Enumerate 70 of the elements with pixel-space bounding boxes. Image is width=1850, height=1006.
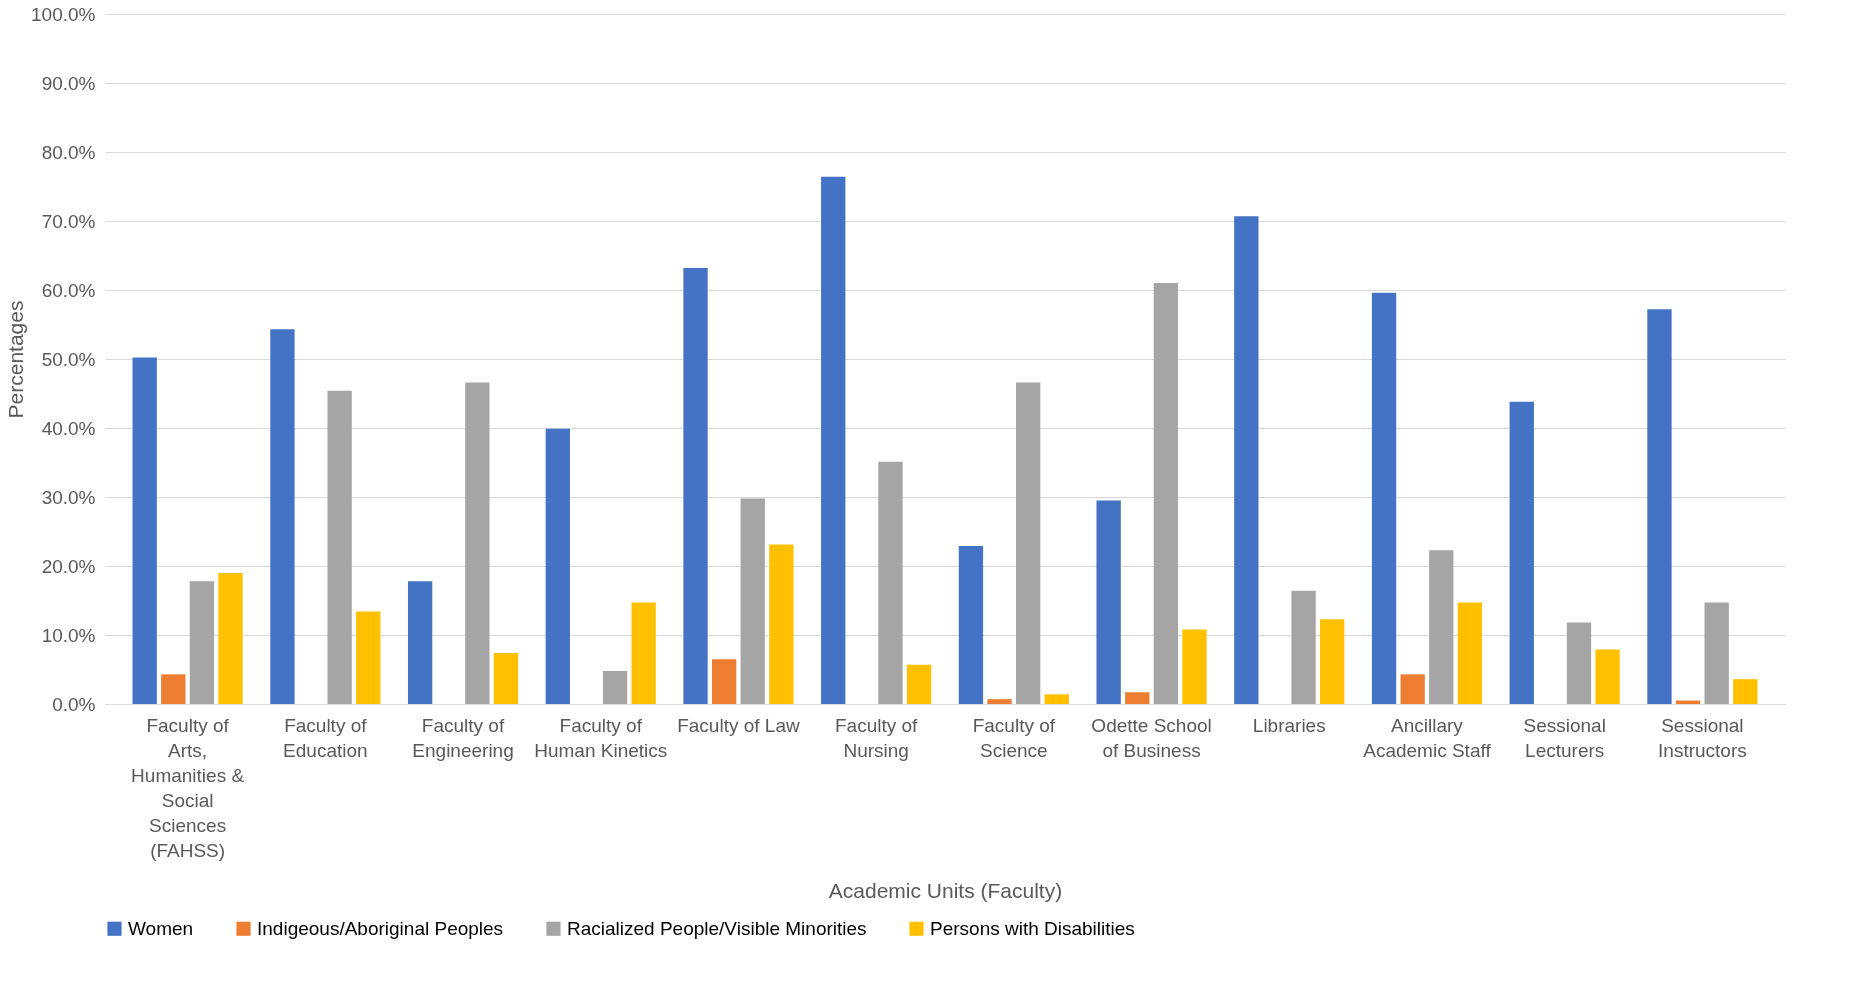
bar [1704, 602, 1729, 704]
bar [270, 329, 295, 704]
bar [906, 664, 932, 704]
bar [1320, 619, 1345, 704]
bar [1096, 500, 1121, 704]
bar [1400, 674, 1425, 704]
bar [769, 544, 794, 704]
bar [1153, 283, 1179, 704]
bar [1647, 309, 1672, 704]
x-tick-label: Faculty of Education [283, 714, 368, 761]
x-tick-label: Libraries [1252, 714, 1326, 736]
bar [821, 176, 846, 704]
bar [356, 611, 381, 704]
legend-label: Women [128, 917, 194, 939]
bar [1016, 382, 1041, 704]
bar [327, 390, 352, 704]
bar [1125, 692, 1150, 704]
x-tick-label: Faculty of Law [677, 714, 800, 736]
x-tick-label: Faculty of Nursing [834, 714, 919, 761]
bar [740, 498, 765, 704]
legend-label: Persons with Disabilities [930, 917, 1135, 939]
bar [1566, 622, 1592, 704]
bar [711, 659, 737, 704]
x-axis-title: Academic Units (Faculty) [828, 878, 1063, 902]
bar [189, 581, 215, 704]
bar [1733, 679, 1758, 704]
bar [1234, 216, 1259, 704]
bar [1509, 401, 1534, 704]
x-tick-label: Odette School of Business [1091, 714, 1212, 761]
bar [545, 428, 570, 704]
bar [1371, 292, 1397, 704]
x-tick-label: Faculty of Engineering [412, 714, 514, 761]
bar [631, 602, 656, 704]
bar [958, 545, 984, 704]
legend-label: Indigeous/Aboriginal Peoples [257, 917, 504, 939]
y-tick-label: 30.0% [41, 486, 96, 508]
bar [1044, 694, 1069, 704]
y-tick-label: 100.0% [31, 3, 96, 25]
x-tick-label: Faculty of Human Kinetics [534, 714, 668, 761]
x-tick-label: Sessional Lecturers [1523, 714, 1606, 761]
y-tick-label: 70.0% [41, 210, 96, 232]
bar [1457, 602, 1483, 704]
x-tick-label: Faculty of Arts, Humanities & Social Sciences (FAHSS) [131, 714, 245, 861]
legend-label: Racialized People/Visible Minorities [567, 917, 867, 939]
y-tick-label: 40.0% [41, 417, 96, 439]
y-tick-label: 20.0% [41, 555, 96, 577]
bar [683, 267, 708, 704]
x-tick-label: Sessional Instructors [1658, 714, 1747, 761]
x-tick-label: Faculty of Science [972, 714, 1056, 761]
bar [1182, 629, 1207, 704]
y-tick-label: 0.0% [52, 693, 96, 715]
bar [407, 581, 433, 704]
bar [493, 652, 519, 704]
y-tick-label: 50.0% [41, 348, 96, 370]
bar [1291, 590, 1316, 704]
bar [987, 699, 1012, 704]
y-tick-label: 60.0% [41, 279, 96, 301]
bar [161, 674, 186, 704]
bar [878, 461, 903, 704]
bar [132, 357, 157, 704]
bar [218, 572, 243, 704]
bar [1429, 550, 1454, 704]
y-tick-label: 80.0% [41, 141, 96, 163]
bar [602, 670, 628, 704]
bar [1595, 649, 1620, 704]
y-tick-label: 90.0% [41, 72, 96, 94]
x-tick-label: Ancillary Academic Staff [1363, 714, 1492, 761]
y-tick-label: 10.0% [41, 624, 96, 646]
bar [465, 382, 490, 704]
y-axis-title: Percentages [4, 300, 28, 419]
